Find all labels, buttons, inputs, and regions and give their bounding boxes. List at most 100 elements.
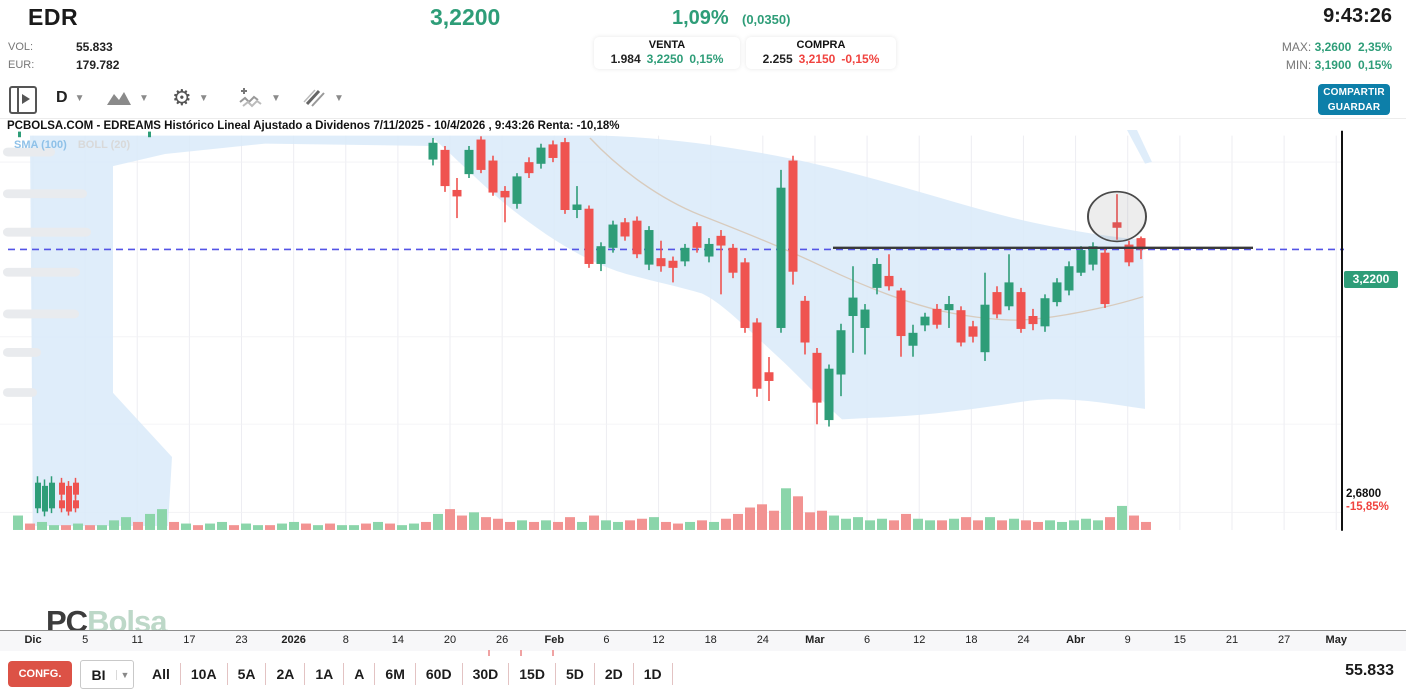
level-price: 2,6800 [1346,488,1382,500]
x-axis-label: Dic [24,634,42,646]
total-volume: 55.833 [1345,662,1394,679]
x-axis-label: 20 [443,634,457,646]
chart-title: PCBOLSA.COM - EDREAMS Histórico Lineal A… [7,120,620,132]
x-axis-label: 17 [183,634,196,646]
chevron-down-icon: ▼ [198,92,209,104]
range-button-5D[interactable]: 5D [556,662,595,685]
compra-card: COMPRA 2.255 3,2150 -0,15% [746,37,896,69]
max-pct: 2,35% [1357,40,1392,54]
date-axis[interactable]: Dic 5 11 17 23 2026 8 14 20 26 Feb 6 12 18 24 Mar 6 12 18 2… [0,630,1406,651]
x-axis-label: 2026 [281,634,306,646]
compra-qty: 2.255 [762,52,793,66]
x-axis-label: Mar [805,634,825,646]
max-label: MAX: [1281,40,1312,54]
gear-icon: ⚙ [172,85,192,110]
eur-row: EUR: 179.782 [8,58,119,72]
chevron-down-icon: ▼ [116,669,133,680]
venta-card: VENTA 1.984 3,2250 0,15% [594,37,740,69]
compra-label: COMPRA [796,39,846,51]
axis-marker-tick [488,650,490,656]
save-label: GUARDAR [1327,101,1381,113]
add-indicator-dropdown[interactable]: ▼ [238,85,281,111]
x-axis-label: 21 [1225,634,1239,646]
bottom-bar [0,656,1406,693]
range-button-All[interactable]: All [142,662,181,685]
range-button-1A[interactable]: 1A [305,662,345,685]
chevron-down-icon: ▼ [139,92,149,104]
ticker-symbol: EDR [28,4,79,30]
min-label: MIN: [1285,58,1312,72]
panel-toggle-icon[interactable] [9,86,37,114]
compra-price: 3,2150 [798,52,836,66]
last-price: 3,2200 [430,4,501,30]
level-label: 2,6800 -15,85% [1346,488,1389,514]
min-pct: 0,15% [1357,58,1392,72]
max-price: 3,2600 [1314,40,1352,54]
x-axis-label: Feb [544,634,565,646]
x-axis-label: 9 [1124,634,1131,646]
x-axis-label: 26 [496,634,509,646]
compra-pct: -0,15% [841,52,880,66]
drawing-tools-dropdown[interactable]: ▼ [303,85,344,111]
config-button[interactable]: CONFG. [8,661,72,687]
venta-qty: 1.984 [610,52,641,66]
chevron-down-icon: ▼ [74,92,85,104]
last-price-axis-badge: 3,2200 [1344,271,1398,288]
draw-pencil-icon [303,89,325,107]
venta-label: VENTA [648,39,686,51]
x-axis-label: 15 [1173,634,1186,646]
x-axis-label: 12 [913,634,926,646]
x-axis-label: 18 [965,634,978,646]
share-save-button[interactable]: COMPARTIR GUARDAR [1318,84,1390,115]
eur-value: 179.782 [76,58,120,72]
x-axis-label: Abr [1066,634,1086,646]
boll-legend[interactable]: BOLL (20) [77,139,131,151]
chart-type-dropdown[interactable]: ▼ [106,85,149,111]
venta-price: 3,2250 [646,52,684,66]
level-percent: -15,85% [1346,501,1389,514]
range-button-6M[interactable]: 6M [375,662,416,685]
range-button-15D[interactable]: 15D [509,662,556,685]
x-axis-label: 24 [1017,634,1030,646]
interval-select[interactable]: BI ▼ [80,660,134,689]
share-label: COMPARTIR [1323,87,1385,98]
range-buttons: All 10A 5A 2A 1A A 6M 60D 30D 15D 5D 2D 1D [142,660,673,687]
x-axis-label: 5 [82,634,89,646]
x-axis-label: 27 [1277,634,1291,646]
range-button-10A[interactable]: 10A [181,662,228,685]
x-axis-label: 11 [131,634,143,646]
sma-legend[interactable]: SMA (100) [14,139,67,151]
candlestick-chart[interactable] [0,130,1406,655]
change-percent: 1,09% [672,7,729,29]
x-axis-label: 18 [704,634,717,646]
x-axis-label: 12 [652,634,665,646]
range-button-2D[interactable]: 2D [595,662,634,685]
range-button-1D[interactable]: 1D [634,662,673,685]
x-axis-label: 14 [391,634,405,646]
range-button-60D[interactable]: 60D [416,662,463,685]
range-button-2A[interactable]: 2A [266,662,306,685]
min-price: 3,1900 [1314,58,1352,72]
indicator-legend: SMA (100) BOLL (20) [14,139,130,151]
x-axis-label: 6 [603,634,610,646]
range-button-30D[interactable]: 30D [463,662,510,685]
range-button-A[interactable]: A [344,662,376,685]
settings-dropdown[interactable]: ⚙ ▼ [172,85,209,111]
max-row: MAX: 3,2600 2,35% [1282,40,1392,54]
x-axis-label: May [1325,634,1347,646]
x-axis-label: 6 [864,634,871,646]
axis-marker-tick [520,650,522,656]
min-row: MIN: 3,1900 0,15% [1286,58,1392,72]
vol-value: 55.833 [76,40,113,54]
chevron-down-icon: ▼ [334,92,344,104]
mountain-chart-icon [107,92,131,105]
interval-dropdown[interactable]: D ▼ [56,85,84,111]
range-button-5A[interactable]: 5A [228,662,267,685]
eur-label: EUR: [8,59,35,71]
clock: 9:43:26 [1323,5,1392,27]
add-indicator-icon [239,88,262,108]
venta-pct: 0,15% [689,52,724,66]
x-axis-label: 8 [342,634,349,646]
change-absolute: (0,0350) [742,12,791,27]
